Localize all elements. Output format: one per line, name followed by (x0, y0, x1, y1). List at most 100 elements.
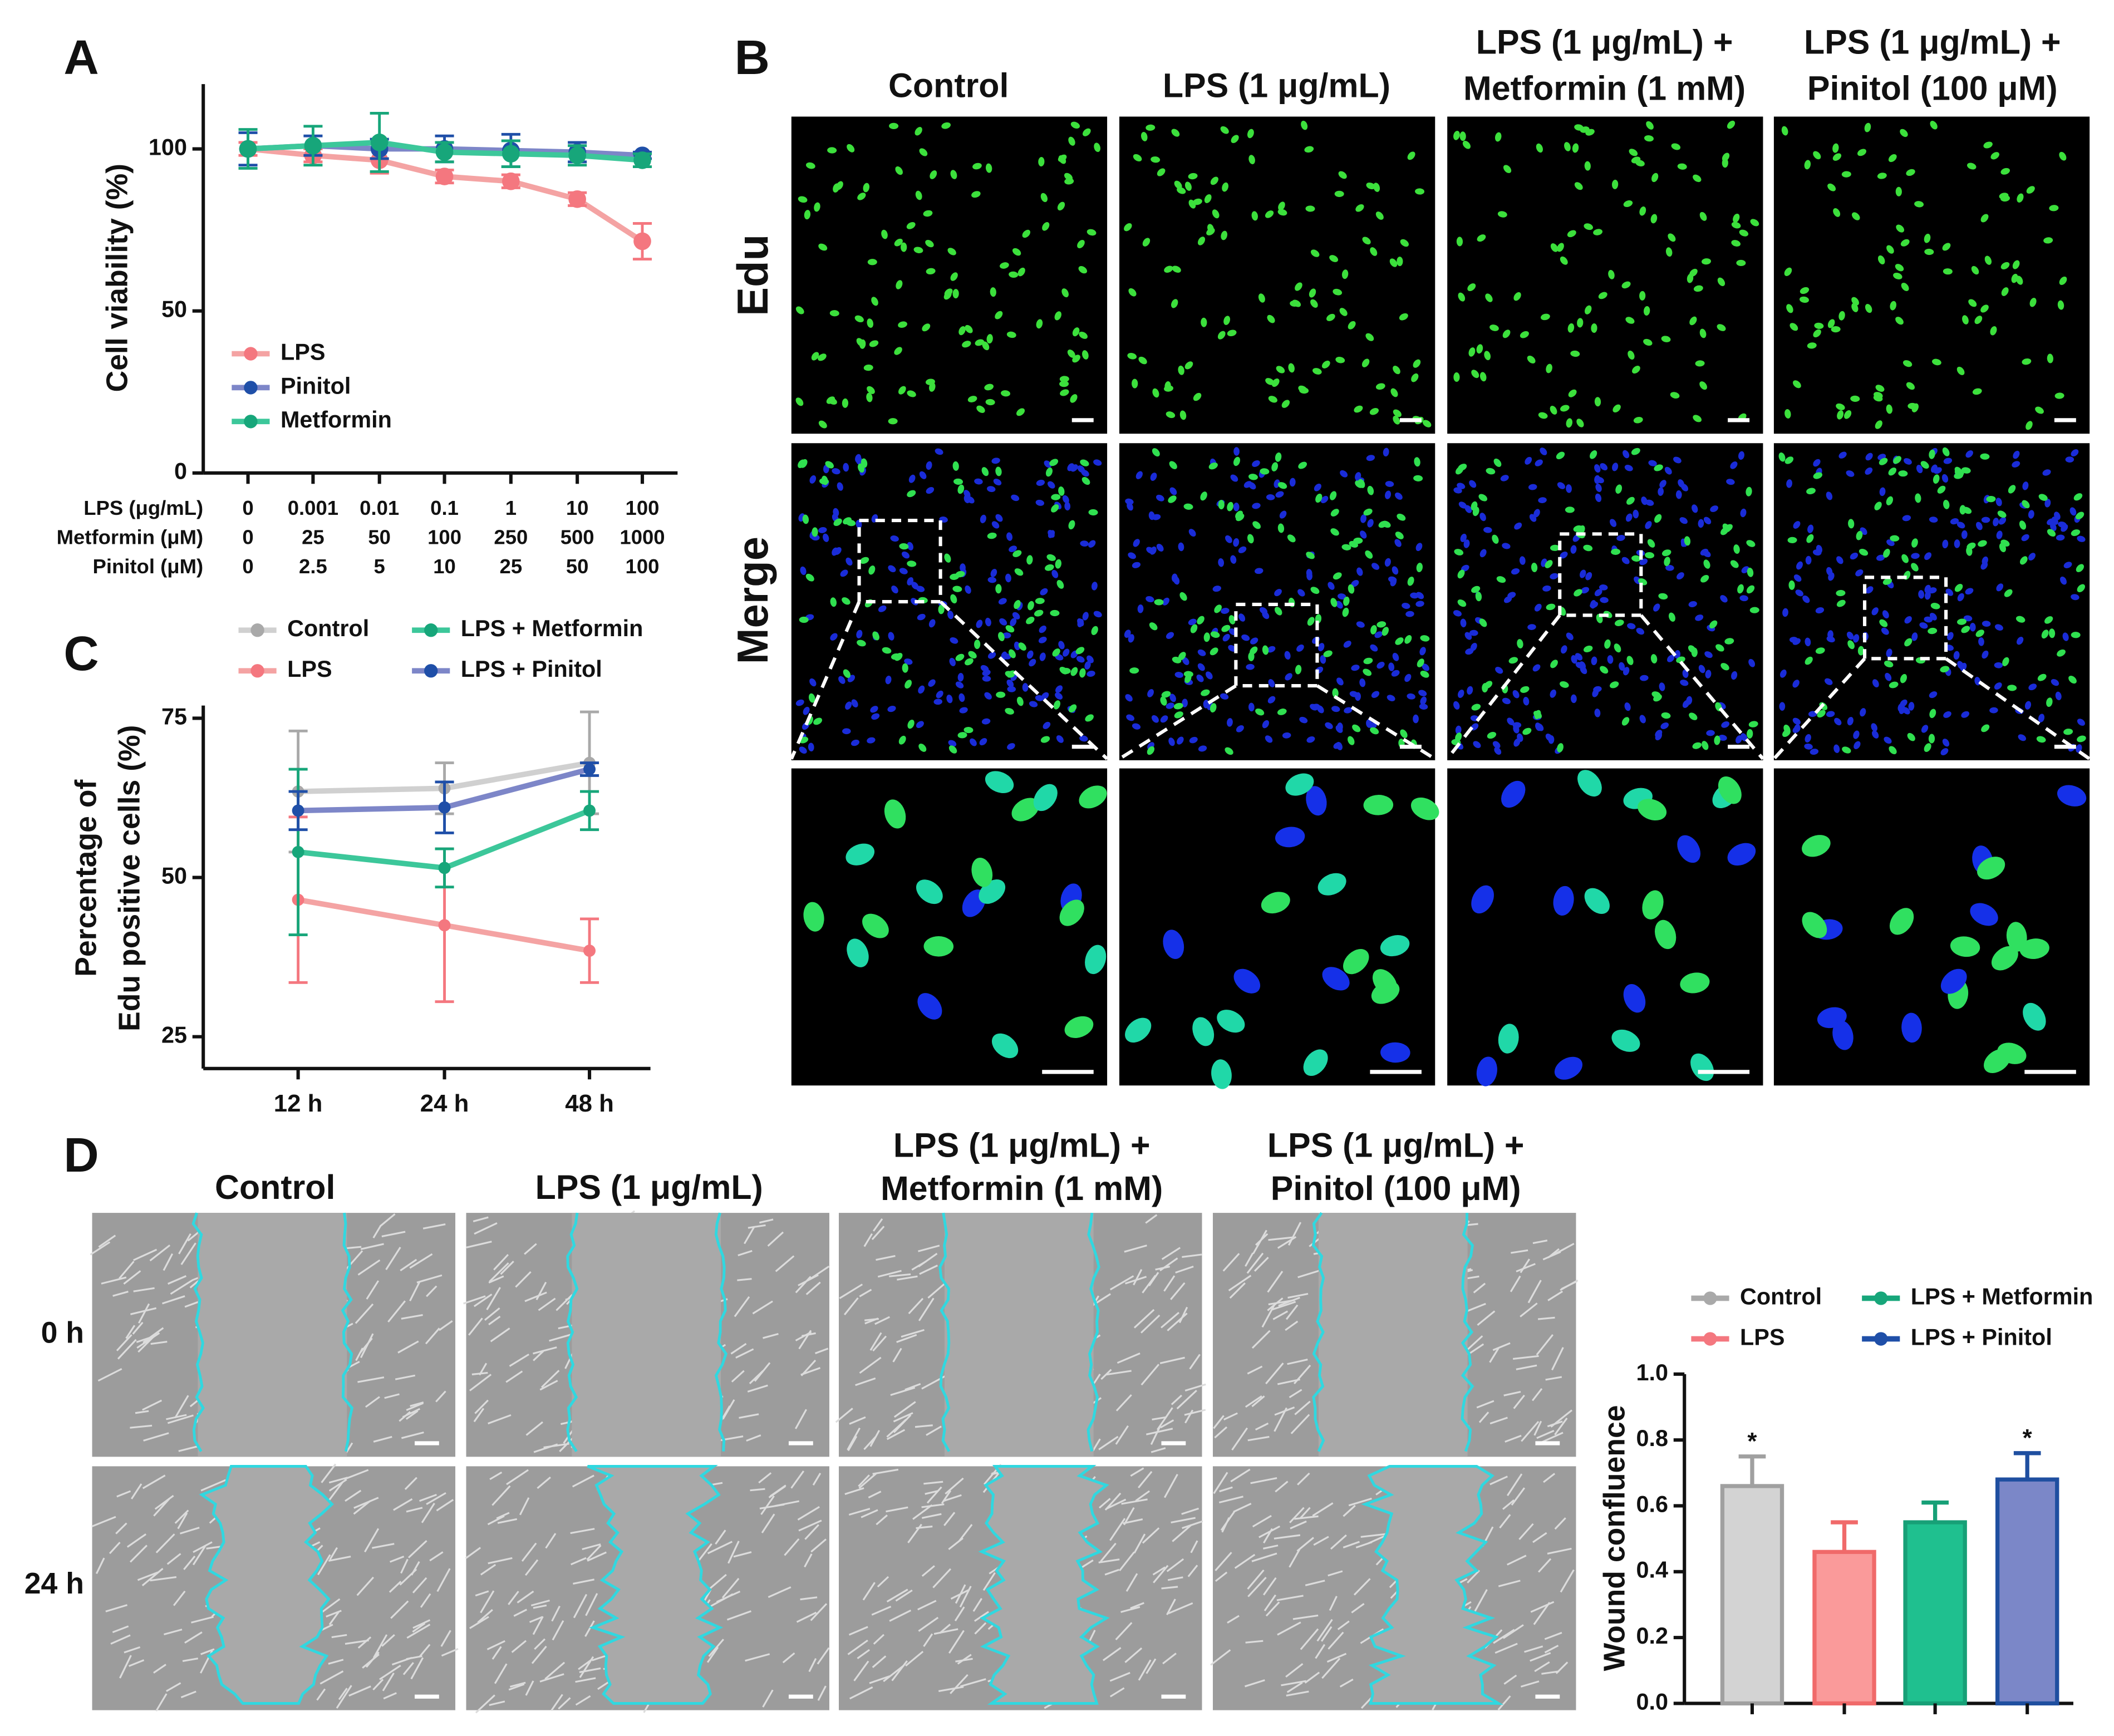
cell (573, 1594, 588, 1619)
cell (1277, 1236, 1297, 1249)
cell (1261, 1304, 1276, 1328)
nucleus (1631, 156, 1641, 164)
error-bar (1738, 1454, 1766, 1486)
nucleus (842, 728, 851, 735)
cell (488, 1315, 501, 1326)
nucleus (1343, 641, 1351, 648)
nucleus (1827, 183, 1836, 191)
nucleus (2008, 485, 2016, 494)
nucleus (1455, 732, 1462, 742)
cell (886, 1429, 906, 1440)
cell (543, 1443, 569, 1449)
nucleus (1351, 665, 1360, 671)
nucleus (1698, 519, 1704, 528)
nucleus (1033, 784, 1058, 812)
nucleus (1817, 710, 1826, 718)
nucleus (2000, 168, 2010, 175)
cell (1477, 1310, 1496, 1326)
nucleus (898, 321, 907, 328)
nucleus (1998, 517, 2007, 525)
cell (1231, 1427, 1248, 1451)
cell (737, 1278, 752, 1281)
nucleus (1220, 126, 1229, 134)
legend-label: LPS + Pinitol (461, 656, 602, 682)
cell (552, 1620, 564, 1641)
cell (1464, 1302, 1486, 1313)
nucleus (1009, 545, 1017, 552)
nucleus (1370, 625, 1377, 635)
nucleus (1993, 518, 1999, 527)
nucleus (1883, 548, 1890, 558)
cell (883, 1665, 904, 1683)
nucleus (1173, 702, 1183, 710)
nucleus (916, 879, 943, 904)
cell (1544, 1645, 1559, 1654)
nucleus (1494, 132, 1502, 142)
nucleus (1179, 410, 1187, 420)
nucleus (1943, 458, 1953, 464)
nucleus (823, 533, 829, 542)
nucleus (1739, 595, 1748, 602)
nucleus (952, 289, 959, 299)
y-tick-label: 0.2 (1636, 1623, 1668, 1649)
cell (1545, 1376, 1562, 1381)
nucleus (1566, 484, 1572, 493)
nucleus (1871, 723, 1877, 732)
nucleus (1407, 151, 1415, 160)
micrograph-bg (791, 116, 1108, 434)
cell (1285, 1320, 1299, 1331)
nucleus (1702, 258, 1712, 265)
nucleus (1058, 155, 1066, 164)
cell (1305, 1580, 1325, 1586)
cell (1299, 1507, 1311, 1519)
nucleus (1698, 665, 1705, 673)
nucleus (2016, 637, 2024, 645)
nucleus (1644, 306, 1650, 316)
nucleus (854, 315, 864, 323)
cell (130, 1545, 148, 1563)
nucleus (1980, 214, 1989, 223)
cell (1218, 1496, 1243, 1504)
cell (506, 1469, 529, 1486)
nucleus (2022, 500, 2030, 509)
nucleus (1375, 383, 1385, 390)
cell (128, 1659, 145, 1667)
nucleus (1082, 612, 1089, 621)
nucleus (1879, 458, 1888, 465)
nucleus (1844, 410, 1852, 419)
cell (1530, 1652, 1551, 1662)
cell (419, 1493, 437, 1502)
nucleus (976, 619, 983, 628)
nucleus (1836, 556, 1843, 564)
nucleus (1884, 736, 1892, 744)
nucleus (1930, 121, 1938, 130)
nucleus (1609, 519, 1617, 527)
cell (425, 1327, 440, 1345)
nucleus (863, 365, 873, 371)
nucleus (2055, 691, 2062, 701)
nucleus (1124, 223, 1132, 232)
cell (1140, 1314, 1161, 1334)
nucleus (1689, 316, 1697, 326)
nucleus (1576, 419, 1584, 427)
cell (357, 1259, 381, 1276)
nucleus (1178, 542, 1184, 552)
nucleus (1374, 631, 1383, 638)
nucleus (1174, 711, 1183, 719)
nucleus (922, 323, 931, 332)
nucleus (1314, 483, 1321, 491)
nucleus (1655, 730, 1663, 737)
nucleus (1336, 741, 1343, 750)
nucleus (1971, 265, 1979, 275)
nucleus (1344, 707, 1353, 714)
y-tick-label: 1.0 (1636, 1360, 1668, 1385)
nucleus (1335, 601, 1343, 609)
nucleus (1943, 268, 1953, 275)
nucleus (1676, 656, 1685, 663)
cell (155, 1693, 168, 1712)
x-row-name: LPS (μg/mL) (83, 496, 203, 519)
nucleus (955, 571, 965, 578)
nucleus (2069, 507, 2077, 516)
nucleus (1483, 527, 1492, 533)
nucleus (1416, 592, 1424, 599)
